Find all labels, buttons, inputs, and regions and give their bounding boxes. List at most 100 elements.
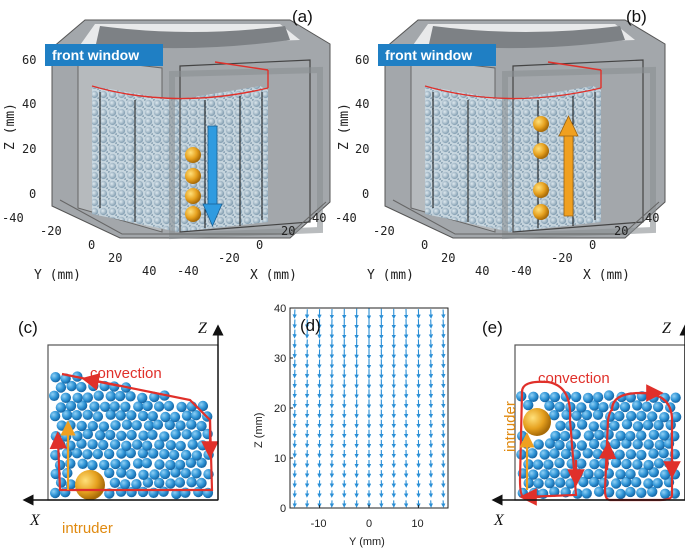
particle <box>148 448 159 459</box>
particle <box>196 477 207 489</box>
particle <box>98 439 109 451</box>
particle <box>554 457 565 469</box>
particle <box>191 450 202 461</box>
particle <box>116 467 127 478</box>
y-tick-0-b: 0 <box>421 238 428 252</box>
particle <box>549 410 560 421</box>
particle <box>147 429 158 440</box>
particle <box>120 459 131 470</box>
particle <box>163 400 175 412</box>
particle <box>593 486 605 497</box>
particle <box>132 439 143 450</box>
particle <box>76 420 87 432</box>
particle <box>550 430 561 442</box>
particle <box>87 420 99 432</box>
particle <box>643 439 654 450</box>
particle <box>133 401 144 412</box>
particle <box>572 488 583 499</box>
particle <box>77 458 88 469</box>
particle <box>174 477 186 488</box>
particle <box>641 401 652 412</box>
particle <box>555 477 566 488</box>
particle <box>625 468 636 480</box>
particle <box>625 430 636 442</box>
particle <box>152 419 164 430</box>
particle <box>82 449 93 460</box>
particle <box>528 391 539 402</box>
particle <box>159 431 170 442</box>
particle <box>570 391 582 403</box>
particle <box>170 467 181 478</box>
particle <box>196 457 207 468</box>
particle <box>120 401 131 412</box>
particle <box>169 411 181 423</box>
particle <box>126 429 137 441</box>
particle <box>583 468 594 480</box>
x-tick-m20-b: -20 <box>551 251 573 265</box>
particle <box>203 449 214 460</box>
particle <box>190 410 202 421</box>
particle <box>588 476 600 488</box>
particle <box>670 411 682 423</box>
y-tick-20-b: 20 <box>441 251 455 265</box>
particle <box>154 477 165 489</box>
particle <box>50 431 62 442</box>
particle <box>642 419 654 431</box>
particle <box>76 438 87 449</box>
panel-d: -10 0 10 0 10 20 30 40 Z (mm) Y (mm) (d) <box>253 303 449 548</box>
x-tick-m40-a: -40 <box>177 264 199 278</box>
particle <box>582 448 593 459</box>
particle <box>636 410 647 422</box>
y-tick-m20-b: -20 <box>373 224 395 238</box>
particle <box>191 468 202 479</box>
particle <box>653 458 665 469</box>
particle <box>592 448 603 460</box>
x-label-e: X <box>493 512 505 529</box>
particle <box>72 392 83 403</box>
particle <box>576 458 587 469</box>
particle <box>588 438 600 450</box>
particle <box>643 459 654 471</box>
particle <box>523 399 534 411</box>
particle <box>539 391 550 403</box>
y-tick-m20-a: -20 <box>40 224 62 238</box>
particle <box>527 448 538 459</box>
quiver-xlabel: Y (mm) <box>349 536 385 548</box>
particle <box>125 391 136 402</box>
y-tick-m40-a: -40 <box>2 211 24 225</box>
particle <box>116 448 127 459</box>
particle <box>176 401 187 413</box>
x-tick-m40-b: -40 <box>510 264 532 278</box>
particle <box>539 469 550 480</box>
particle <box>103 448 115 460</box>
particles-e <box>516 390 682 500</box>
particle <box>94 430 106 441</box>
z-tick-20-a: 20 <box>22 142 36 156</box>
particle <box>110 458 121 470</box>
y-axis-label-a: Y (mm) <box>34 268 81 283</box>
particle <box>549 468 560 479</box>
particle <box>197 440 208 451</box>
particle <box>149 391 160 403</box>
panel-c: Z X convection intruder (c) <box>18 318 224 537</box>
particle <box>185 457 197 468</box>
particle <box>610 478 622 489</box>
particle <box>625 486 636 498</box>
particle <box>153 401 165 412</box>
particle <box>669 431 680 442</box>
x-axis-label-b: X (mm) <box>583 268 630 283</box>
front-window-label-a: front window <box>52 47 139 63</box>
particle <box>631 477 642 488</box>
particle <box>615 488 626 500</box>
particle <box>99 401 111 412</box>
particle <box>99 459 110 471</box>
particle <box>147 411 158 422</box>
particle <box>105 429 116 441</box>
z-tick-0-b: 0 <box>362 187 369 201</box>
particle <box>614 410 625 422</box>
quiver-field <box>292 308 446 508</box>
particle <box>65 420 76 431</box>
particle <box>142 400 153 412</box>
panel-b: front window (b) 60 40 20 0 Z (mm) -40 -… <box>335 7 666 283</box>
particle <box>560 468 571 479</box>
